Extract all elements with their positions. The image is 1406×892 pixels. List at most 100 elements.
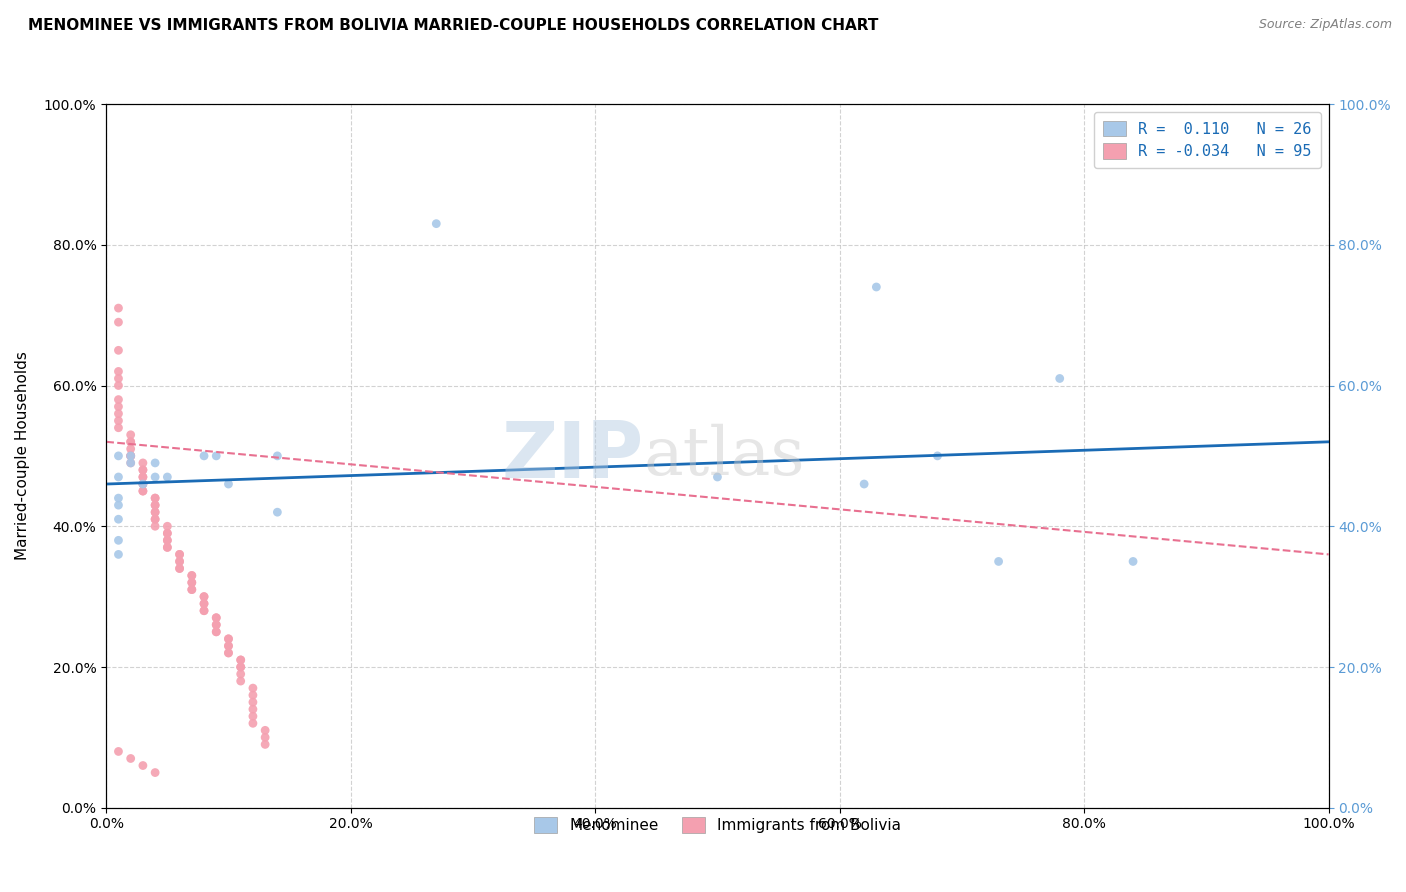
Point (120, 449, 142, 463)
Point (180, 582, 202, 597)
Point (169, 548, 191, 562)
Point (706, 470, 728, 484)
Point (205, 617, 228, 632)
Point (132, 477, 155, 491)
Text: ZIP: ZIP (502, 417, 644, 494)
Point (229, 653, 252, 667)
Point (132, 463, 155, 477)
Point (132, 758, 155, 772)
Point (193, 449, 215, 463)
Point (120, 456, 142, 470)
Point (229, 660, 252, 674)
Point (254, 731, 277, 745)
Point (132, 484, 155, 499)
Point (107, 343, 129, 358)
Point (107, 378, 129, 392)
Point (193, 604, 215, 618)
Point (218, 646, 240, 660)
Point (193, 590, 215, 604)
Point (1049, 371, 1071, 385)
Point (132, 470, 155, 484)
Point (120, 449, 142, 463)
Point (180, 568, 202, 582)
Point (120, 434, 142, 449)
Point (242, 681, 264, 695)
Point (218, 646, 240, 660)
Point (205, 617, 228, 632)
Point (242, 709, 264, 723)
Point (143, 470, 166, 484)
Point (205, 611, 228, 625)
Point (229, 653, 252, 667)
Point (107, 364, 129, 378)
Point (132, 470, 155, 484)
Point (107, 407, 129, 421)
Point (156, 541, 179, 555)
Point (425, 217, 447, 231)
Point (193, 604, 215, 618)
Point (169, 554, 191, 568)
Point (205, 624, 228, 639)
Point (120, 442, 142, 456)
Point (107, 315, 129, 329)
Point (132, 456, 155, 470)
Point (107, 533, 129, 548)
Point (120, 427, 142, 442)
Legend: Menominee, Immigrants from Bolivia: Menominee, Immigrants from Bolivia (524, 808, 910, 842)
Point (987, 554, 1010, 568)
Point (254, 738, 277, 752)
Point (156, 470, 179, 484)
Point (107, 498, 129, 512)
Point (120, 434, 142, 449)
Point (229, 674, 252, 689)
Point (143, 456, 166, 470)
Point (218, 477, 240, 491)
Point (218, 632, 240, 646)
Text: atlas: atlas (644, 423, 806, 489)
Point (218, 639, 240, 653)
Point (156, 526, 179, 541)
Point (180, 575, 202, 590)
Point (193, 597, 215, 611)
Point (143, 498, 166, 512)
Point (107, 392, 129, 407)
Point (107, 470, 129, 484)
Point (193, 597, 215, 611)
Point (120, 449, 142, 463)
Point (120, 456, 142, 470)
Point (107, 301, 129, 315)
Text: Source: ZipAtlas.com: Source: ZipAtlas.com (1258, 18, 1392, 31)
Point (107, 414, 129, 428)
Point (205, 611, 228, 625)
Point (853, 477, 876, 491)
Point (927, 449, 949, 463)
Point (120, 449, 142, 463)
Point (107, 371, 129, 385)
Text: MENOMINEE VS IMMIGRANTS FROM BOLIVIA MARRIED-COUPLE HOUSEHOLDS CORRELATION CHART: MENOMINEE VS IMMIGRANTS FROM BOLIVIA MAR… (28, 18, 879, 33)
Point (143, 491, 166, 505)
Point (156, 519, 179, 533)
Point (266, 505, 288, 519)
Point (156, 533, 179, 548)
Point (143, 498, 166, 512)
Point (193, 590, 215, 604)
Point (169, 548, 191, 562)
Point (205, 449, 228, 463)
Point (143, 491, 166, 505)
Point (169, 561, 191, 575)
Point (107, 491, 129, 505)
Point (132, 484, 155, 499)
Point (865, 280, 887, 294)
Point (120, 751, 142, 765)
Point (143, 505, 166, 519)
Point (156, 533, 179, 548)
Point (242, 695, 264, 709)
Point (132, 477, 155, 491)
Point (205, 624, 228, 639)
Point (156, 541, 179, 555)
Point (242, 688, 264, 702)
Point (143, 512, 166, 526)
Point (107, 421, 129, 435)
Point (1122, 554, 1144, 568)
Point (218, 632, 240, 646)
